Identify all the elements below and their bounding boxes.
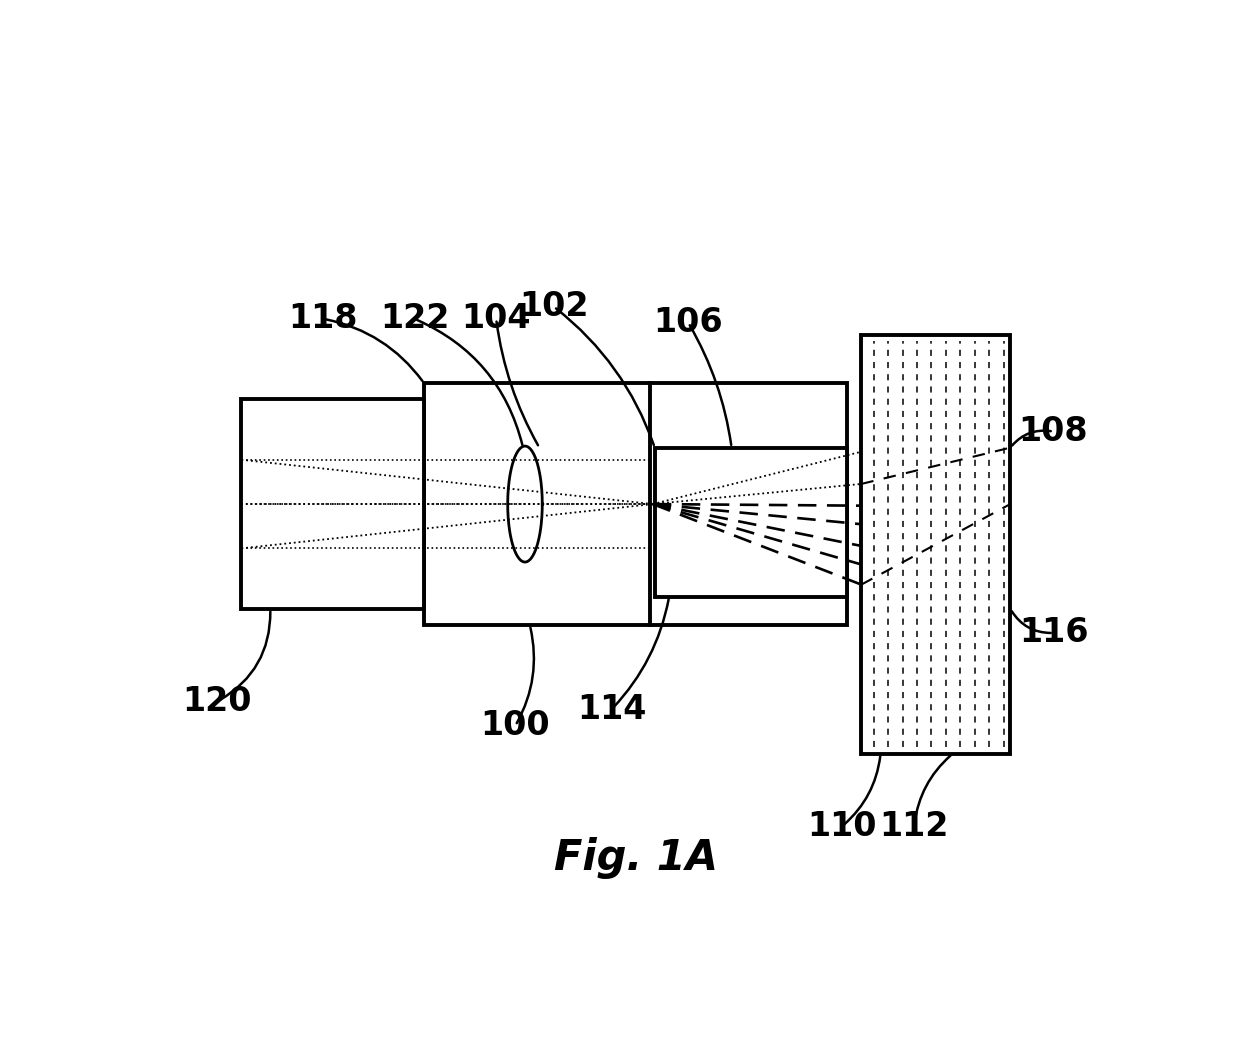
- Text: 108: 108: [1019, 415, 1089, 448]
- Text: 104: 104: [461, 302, 531, 336]
- Text: 116: 116: [1019, 616, 1089, 650]
- Text: 122: 122: [379, 302, 449, 336]
- Text: 112: 112: [879, 810, 949, 843]
- Text: Fig. 1A: Fig. 1A: [553, 838, 718, 880]
- Text: 120: 120: [182, 685, 252, 718]
- Text: 110: 110: [807, 810, 877, 843]
- Text: 118: 118: [289, 302, 358, 336]
- Text: 102: 102: [520, 290, 589, 323]
- Bar: [424, 383, 847, 624]
- Text: 106: 106: [653, 306, 723, 339]
- Text: 114: 114: [577, 692, 646, 726]
- Text: 100: 100: [481, 709, 551, 742]
- Bar: [655, 448, 847, 596]
- Bar: [862, 335, 1011, 754]
- Bar: [242, 400, 424, 609]
